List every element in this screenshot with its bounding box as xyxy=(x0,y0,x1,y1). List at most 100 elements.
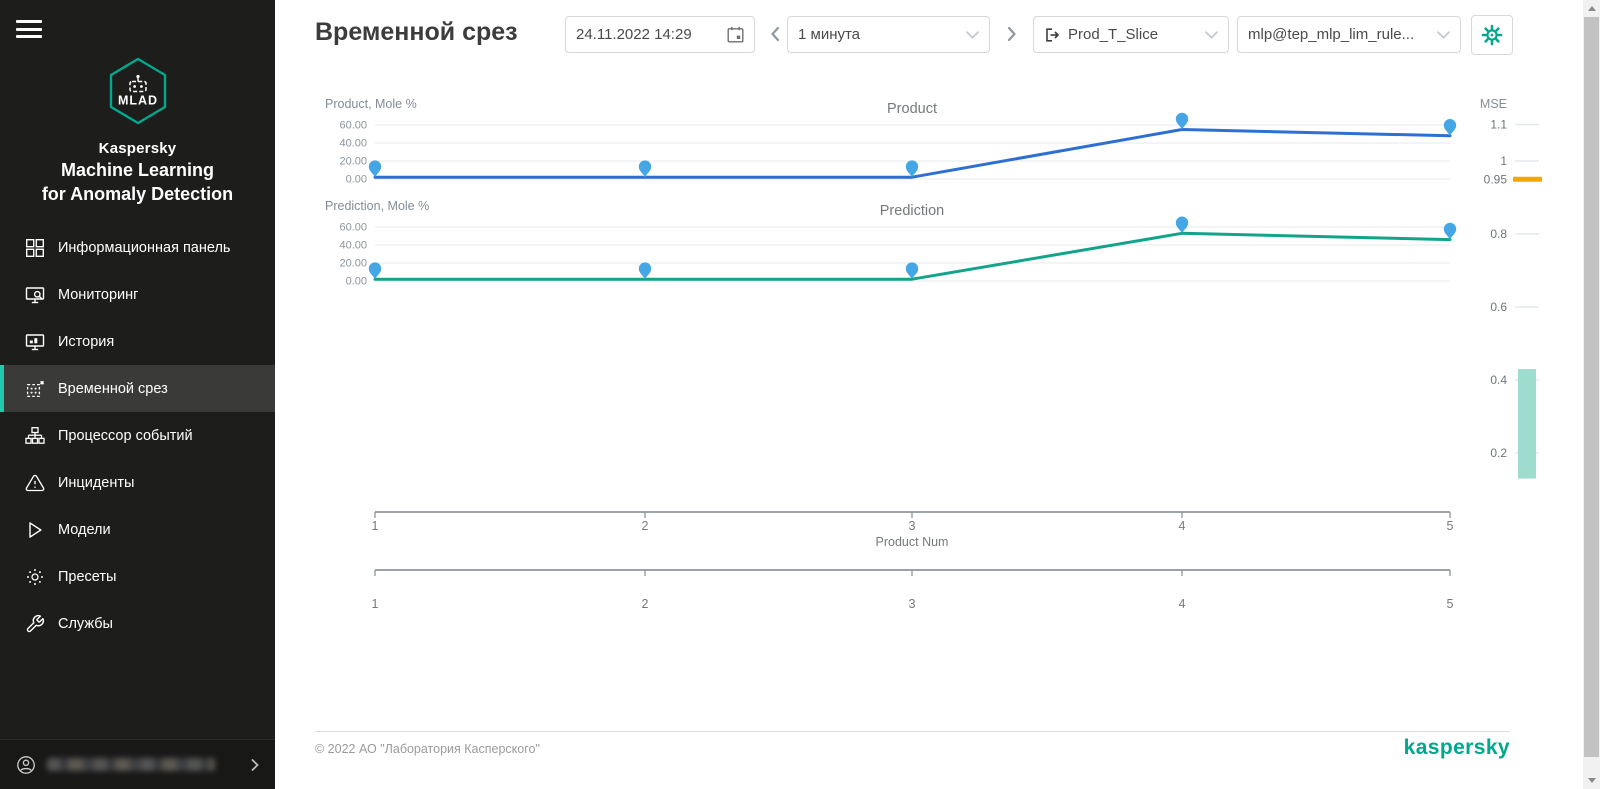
sidebar-item-event-processor[interactable]: Процессор событий xyxy=(0,412,275,459)
slice-select[interactable]: Prod_T_Slice xyxy=(1033,16,1229,53)
kaspersky-logo: kaspersky xyxy=(1403,736,1510,759)
prediction-point-marker[interactable] xyxy=(1175,216,1189,234)
datetime-input[interactable]: 24.11.2022 14:29 xyxy=(565,16,755,53)
sidebar-item-monitoring[interactable]: Мониторинг xyxy=(0,271,275,318)
user-bar[interactable] xyxy=(0,739,275,789)
sidebar-item-services[interactable]: Службы xyxy=(0,600,275,647)
mse-bar xyxy=(1518,369,1536,479)
dashboard-icon xyxy=(25,238,45,258)
mse-tick-label: 1.1 xyxy=(1490,118,1507,132)
chevron-down-icon xyxy=(1437,30,1450,39)
mse-tick-label: 0.6 xyxy=(1490,300,1507,314)
settings-button[interactable] xyxy=(1471,15,1513,55)
prediction-title: Prediction xyxy=(880,203,944,219)
xaxis-2-tick-label: 2 xyxy=(642,597,649,611)
brand-company: Kaspersky xyxy=(98,140,177,157)
prediction-ytick-label: 20.00 xyxy=(339,258,367,270)
scrollbar-up-arrow[interactable] xyxy=(1583,0,1600,17)
sidebar-item-label: Службы xyxy=(58,615,113,632)
sidebar-item-label: Процессор событий xyxy=(58,427,193,444)
scrollbar-thumb[interactable] xyxy=(1584,17,1599,757)
model-value: mlp@tep_mlp_lim_rule... xyxy=(1248,26,1415,43)
product-ylabel: Product, Mole % xyxy=(325,97,417,111)
xaxis-2-tick-label: 4 xyxy=(1179,597,1186,611)
sidebar-item-presets[interactable]: Пресеты xyxy=(0,553,275,600)
product-ytick-label: 60.00 xyxy=(339,120,367,132)
chevron-down-icon xyxy=(1205,30,1218,39)
mse-tick-label: 0.8 xyxy=(1490,227,1507,241)
xaxis-2-tick-label: 3 xyxy=(909,597,916,611)
datetime-value: 24.11.2022 14:29 xyxy=(576,26,692,43)
timeslice-chart-area: 60.00 40.00 20.00 0.00 Product, Mole % Produc… xyxy=(315,90,1550,630)
mse-tick-label: 1 xyxy=(1500,154,1507,168)
time-slice-icon xyxy=(25,379,45,399)
sidebar-item-dashboard[interactable]: Информационная панель xyxy=(0,224,275,271)
product-point-marker[interactable] xyxy=(1175,112,1189,130)
chevron-right-icon[interactable] xyxy=(251,758,259,771)
interval-select[interactable]: 1 минута xyxy=(787,16,990,53)
xaxis-1-tick-label: 3 xyxy=(909,519,916,533)
mse-tick-label: 0.4 xyxy=(1490,373,1507,387)
next-interval-button[interactable] xyxy=(1005,25,1019,43)
sidebar-item-label: История xyxy=(58,333,115,350)
xaxis-1-tick-label: 2 xyxy=(642,519,649,533)
gear-icon xyxy=(1481,24,1503,46)
prediction-ytick-label: 40.00 xyxy=(339,240,367,252)
sidebar-item-models[interactable]: Модели xyxy=(0,506,275,553)
slice-export-icon xyxy=(1046,27,1059,42)
sidebar-item-label: Мониторинг xyxy=(58,286,139,303)
xaxis-1-tick-label: 5 xyxy=(1447,519,1454,533)
prediction-point-marker[interactable] xyxy=(1443,222,1457,240)
product-point-marker[interactable] xyxy=(905,160,919,178)
product-point-marker[interactable] xyxy=(638,160,652,178)
scrollbar-down-arrow[interactable] xyxy=(1583,772,1600,789)
mlad-hexagon-logo: MLAD xyxy=(109,57,166,125)
product-ytick-label: 0.00 xyxy=(346,174,367,186)
product-point-marker[interactable] xyxy=(368,160,382,178)
sidebar-item-history[interactable]: История xyxy=(0,318,275,365)
copyright-text: © 2022 АО "Лаборатория Касперского" xyxy=(315,742,540,756)
model-select[interactable]: mlp@tep_mlp_lim_rule... xyxy=(1237,16,1461,53)
user-avatar-icon xyxy=(17,755,35,774)
user-email-blurred xyxy=(47,758,215,771)
event-processor-icon xyxy=(25,426,45,446)
sidebar-menu: Информационная панель Мониторинг История Вр… xyxy=(0,224,275,647)
xaxis-2-tick-label: 1 xyxy=(372,597,379,611)
xaxis-1-tick-label: 4 xyxy=(1179,519,1186,533)
monitoring-icon xyxy=(25,285,45,305)
xaxis-2-tick-label: 5 xyxy=(1447,597,1454,611)
brand-block: MLAD Kaspersky Machine Learning for Anom… xyxy=(0,56,275,207)
mse-tick-label: 0.2 xyxy=(1490,446,1507,460)
sidebar-item-label: Информационная панель xyxy=(58,239,231,256)
previous-interval-button[interactable] xyxy=(768,25,782,43)
chevron-down-icon xyxy=(966,30,979,39)
prediction-ylabel: Prediction, Mole % xyxy=(325,199,429,213)
prediction-line xyxy=(373,231,1452,281)
incidents-icon xyxy=(25,473,45,493)
product-ytick-label: 40.00 xyxy=(339,138,367,150)
product-point-marker[interactable] xyxy=(1443,118,1457,136)
mse-tick-label: 0.95 xyxy=(1484,172,1508,186)
slice-value: Prod_T_Slice xyxy=(1068,26,1159,43)
prediction-point-marker[interactable] xyxy=(905,262,919,280)
sidebar-item-label: Инциденты xyxy=(58,474,135,491)
hamburger-menu-icon[interactable] xyxy=(16,20,42,40)
sidebar-item-incidents[interactable]: Инциденты xyxy=(0,459,275,506)
prediction-ytick-label: 0.00 xyxy=(346,276,367,288)
xaxis-1-label: Product Num xyxy=(876,535,949,549)
models-icon xyxy=(25,520,45,540)
sidebar-item-time-slice[interactable]: Временной срез xyxy=(0,365,275,412)
prediction-point-marker[interactable] xyxy=(368,262,382,280)
services-icon xyxy=(25,614,45,634)
prediction-point-marker[interactable] xyxy=(638,262,652,280)
sidebar-item-label: Временной срез xyxy=(58,380,168,397)
sidebar-item-label: Пресеты xyxy=(58,568,117,585)
mse-threshold-marker xyxy=(1513,176,1542,182)
vertical-scrollbar[interactable] xyxy=(1583,0,1600,789)
prediction-ytick-label: 60.00 xyxy=(339,222,367,234)
calendar-icon[interactable] xyxy=(727,26,744,43)
interval-value: 1 минута xyxy=(798,26,861,43)
main-content: Временной срез 24.11.2022 14:29 1 минута… xyxy=(275,0,1600,789)
sidebar: MLAD Kaspersky Machine Learning for Anom… xyxy=(0,0,275,789)
